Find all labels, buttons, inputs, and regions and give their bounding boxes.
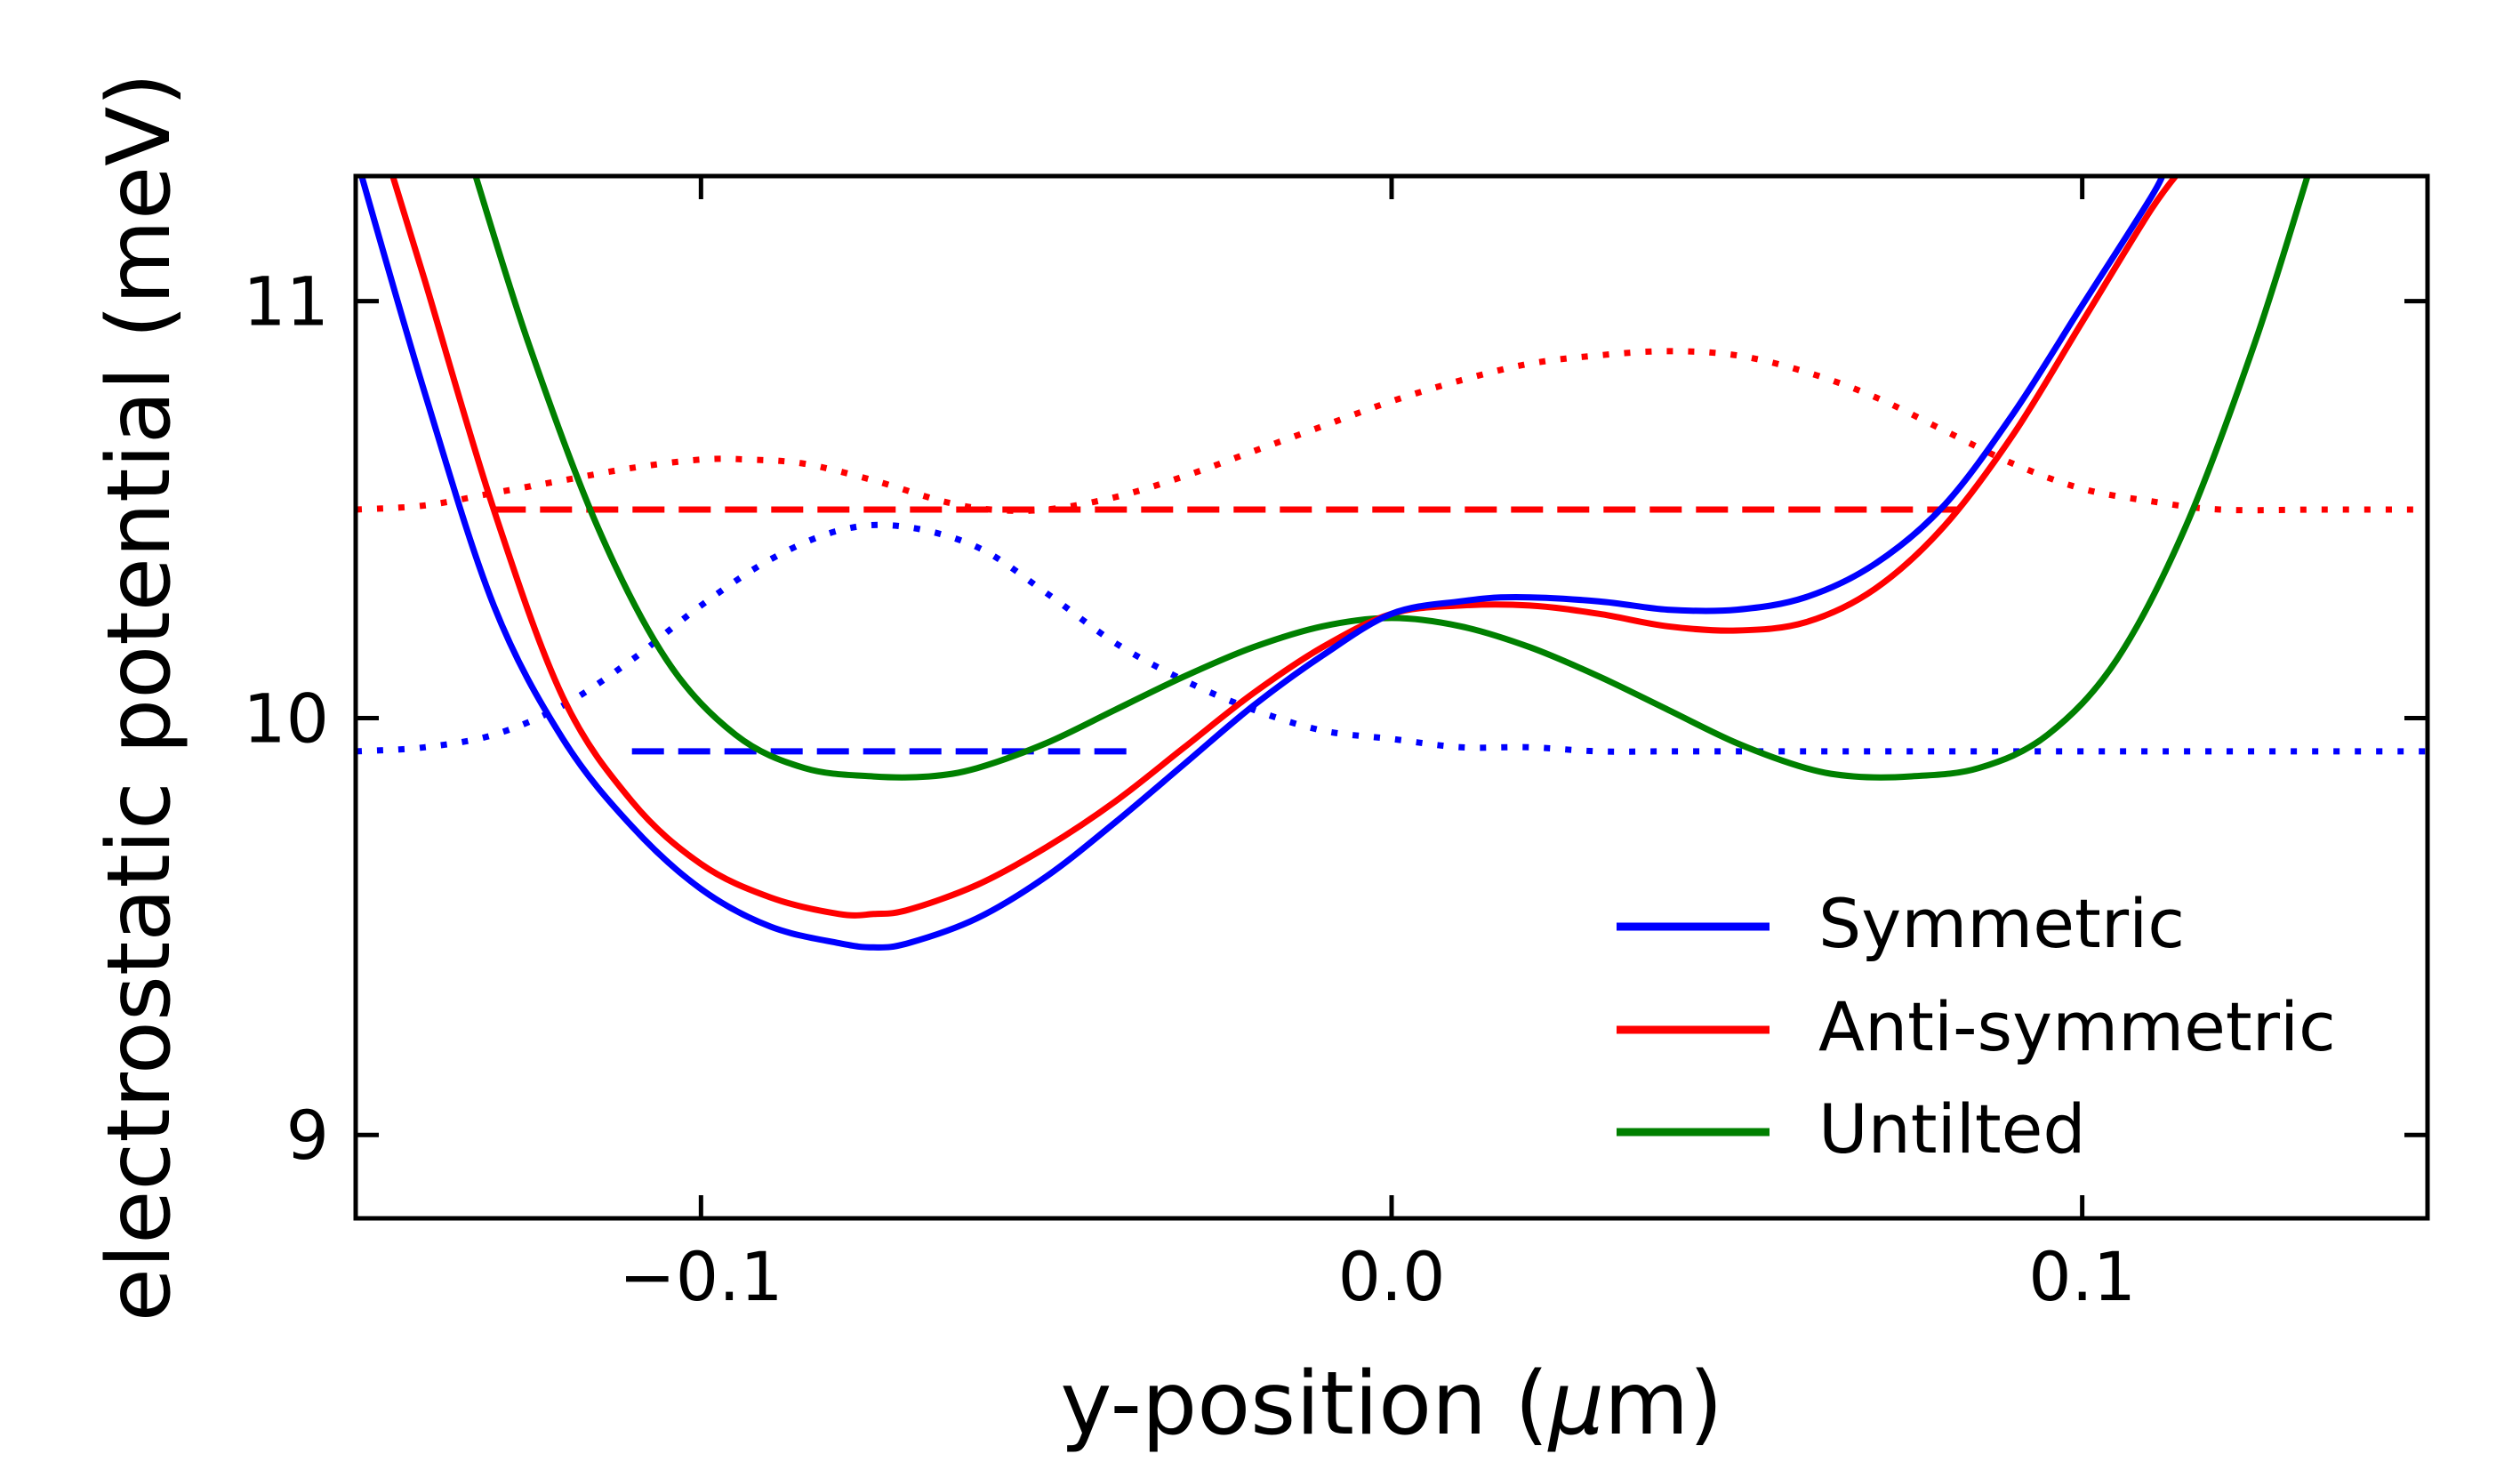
plot-frame [353, 173, 2430, 1221]
y-axis-label: electrostatic potential (meV) [89, 73, 190, 1322]
series-anti-symmetric [389, 176, 2180, 919]
series-layer [356, 176, 2428, 951]
x-tick-label: 0.0 [1338, 1237, 1446, 1316]
legend-label-untilted: Untilted [1818, 1089, 2086, 1169]
legend: Symmetric Anti-symmetric Untilted [1617, 884, 2336, 1169]
y-tick-label: 9 [286, 1096, 329, 1175]
tick-labels: −0.1 0.0 0.1 9 10 11 [243, 262, 2136, 1316]
series-anti-symmetric-wavefunction [356, 348, 2428, 514]
x-tick-label: 0.1 [2028, 1237, 2136, 1316]
axis-ticks [356, 176, 2428, 1218]
legend-label-antisymmetric: Anti-symmetric [1818, 987, 2336, 1066]
x-axis-label-head: y-position ( [1060, 1354, 1548, 1455]
y-tick-label: 11 [243, 262, 329, 341]
x-axis-label: y-position (μm) [1060, 1354, 1722, 1455]
x-axis-label-mu: μ [1547, 1354, 1604, 1455]
series-symmetric [358, 176, 2166, 951]
x-axis-label-tail: m) [1604, 1354, 1723, 1455]
series-symmetric-wavefunction [356, 521, 2428, 755]
legend-label-symmetric: Symmetric [1818, 884, 2185, 963]
y-tick-label: 10 [243, 679, 329, 758]
x-tick-label: −0.1 [619, 1237, 783, 1316]
series-untilted [472, 176, 2311, 781]
